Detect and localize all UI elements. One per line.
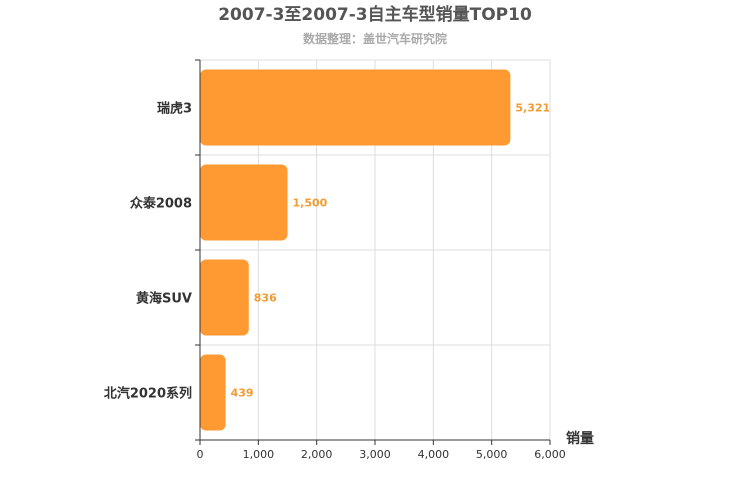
axes <box>195 59 551 445</box>
category-label: 黄海SUV <box>136 291 192 307</box>
bar <box>200 164 288 241</box>
bar <box>200 69 511 146</box>
data-label: 836 <box>254 292 277 305</box>
labels: 0 1,000 2,000 3,000 4,000 5,000 6,000 瑞虎3 5,321 众… <box>104 101 566 462</box>
data-label: 1,500 <box>293 197 328 210</box>
bar <box>200 259 249 336</box>
x-tick-label: 0 <box>197 448 204 461</box>
chart-subtitle: 数据整理：盖世汽车研究院 <box>303 31 447 46</box>
x-tick-label: 5,000 <box>476 448 508 461</box>
bars <box>200 69 511 431</box>
category-label: 众泰2008 <box>130 196 192 212</box>
x-tick-label: 3,000 <box>359 448 391 461</box>
x-axis-title: 销量 <box>566 430 594 447</box>
category-label: 瑞虎3 <box>157 101 192 117</box>
data-label: 5,321 <box>515 102 550 115</box>
x-tick-label: 1,000 <box>243 448 275 461</box>
data-label: 439 <box>231 387 254 400</box>
x-tick-label: 6,000 <box>534 448 566 461</box>
bar <box>200 354 226 431</box>
chart-title: 2007-3至2007-3自主车型销量TOP10 <box>218 4 532 25</box>
category-label: 北汽2020系列 <box>104 386 192 402</box>
x-tick-label: 4,000 <box>418 448 450 461</box>
x-tick-label: 2,000 <box>301 448 333 461</box>
